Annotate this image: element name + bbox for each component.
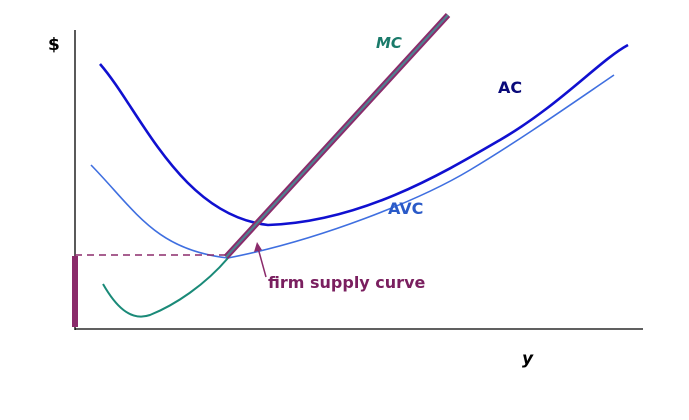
ac-label: AC bbox=[498, 78, 522, 97]
mc-curve-lower bbox=[102, 257, 229, 318]
y-axis-label: $ bbox=[48, 35, 60, 55]
ac-curve bbox=[99, 43, 629, 227]
mc-curve-upper bbox=[225, 14, 449, 258]
avc-label: AVC bbox=[388, 199, 423, 218]
avc-curve bbox=[90, 74, 615, 259]
supply-label: firm supply curve bbox=[268, 273, 425, 292]
x-axis-label: y bbox=[522, 349, 534, 369]
supply-arrowhead-icon bbox=[254, 242, 262, 252]
supply-arrow bbox=[257, 247, 267, 278]
mc-label: MC bbox=[376, 34, 402, 52]
